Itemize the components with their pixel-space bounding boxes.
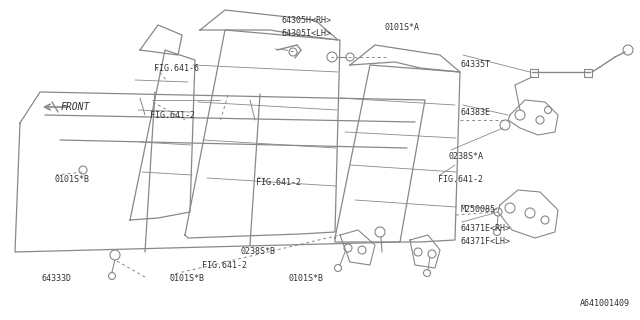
Text: M250085: M250085	[461, 205, 496, 214]
Text: FIG.641-2: FIG.641-2	[438, 175, 483, 184]
Bar	[530, 69, 538, 77]
Text: 0101S*B: 0101S*B	[288, 274, 323, 283]
Text: 64371F<LH>: 64371F<LH>	[461, 237, 511, 246]
Text: 0238S*B: 0238S*B	[240, 247, 275, 256]
Text: FIG.641-2: FIG.641-2	[202, 261, 246, 270]
Text: FIG.641-2: FIG.641-2	[256, 178, 301, 187]
Text: 64305H<RH>: 64305H<RH>	[282, 16, 332, 25]
Text: FIG.641-6: FIG.641-6	[154, 64, 198, 73]
Text: 0101S*A: 0101S*A	[384, 23, 419, 32]
Text: 64333D: 64333D	[42, 274, 72, 283]
Text: 64305I<LH>: 64305I<LH>	[282, 29, 332, 38]
Bar	[584, 69, 592, 77]
Text: FIG.641-2: FIG.641-2	[150, 111, 195, 120]
Text: FRONT: FRONT	[61, 102, 90, 112]
Text: A641001409: A641001409	[580, 299, 630, 308]
Text: 64383E: 64383E	[461, 108, 491, 116]
Text: 0101S*B: 0101S*B	[54, 175, 90, 184]
Text: 64335T: 64335T	[461, 60, 491, 68]
Text: 0101S*B: 0101S*B	[170, 274, 205, 283]
Text: 64371E<RH>: 64371E<RH>	[461, 224, 511, 233]
Text: 0238S*A: 0238S*A	[448, 152, 483, 161]
